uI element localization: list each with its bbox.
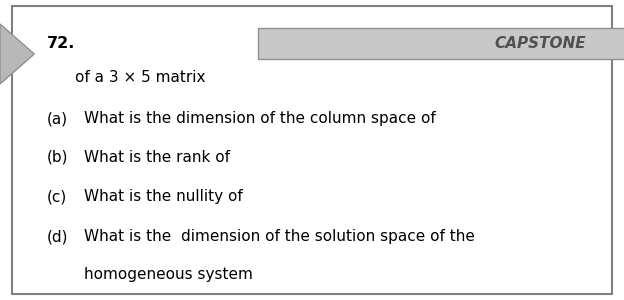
Text: (b): (b) — [47, 150, 68, 165]
Text: 72.: 72. — [47, 36, 75, 51]
Text: CAPSTONE: CAPSTONE — [494, 36, 586, 51]
Polygon shape — [0, 24, 34, 84]
FancyBboxPatch shape — [12, 6, 612, 294]
Text: What is the rank of: What is the rank of — [84, 150, 235, 165]
Text: (a): (a) — [47, 111, 68, 126]
Text: (d): (d) — [47, 230, 68, 244]
FancyBboxPatch shape — [258, 28, 624, 59]
Text: homogeneous system: homogeneous system — [84, 267, 258, 282]
Text: (c): (c) — [47, 189, 67, 204]
Text: What is the nullity of: What is the nullity of — [84, 189, 248, 204]
Text: What is the  dimension of the solution space of the: What is the dimension of the solution sp… — [84, 230, 475, 244]
Text: What is the dimension of the column space of: What is the dimension of the column spac… — [84, 111, 441, 126]
Text: of a 3 × 5 matrix: of a 3 × 5 matrix — [75, 70, 210, 86]
